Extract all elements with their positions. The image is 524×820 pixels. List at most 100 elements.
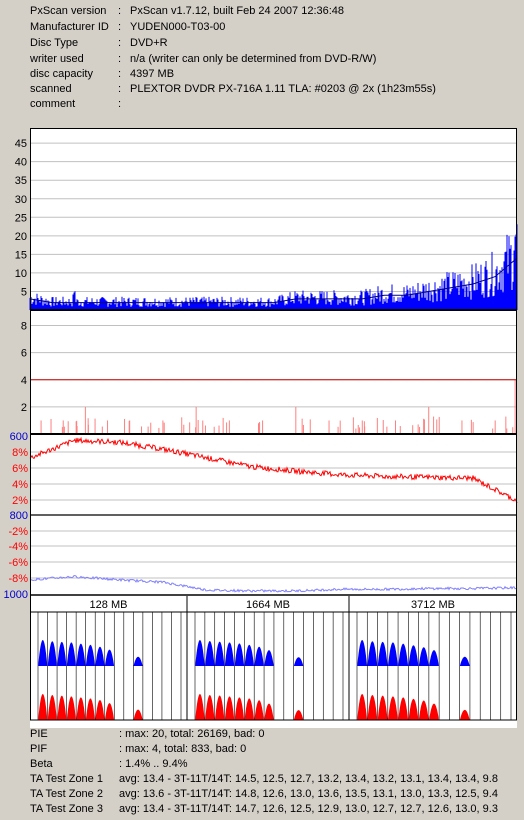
pie-y-tick-label: 25	[15, 212, 27, 224]
info-separator: :	[118, 5, 122, 17]
pif-y-tick-label: 2	[21, 402, 27, 414]
ta-red-peak	[47, 694, 57, 720]
ta-red-peak	[429, 703, 439, 720]
ta-red-peak	[264, 703, 274, 720]
ta-red-peak	[244, 698, 255, 720]
ta-red-peak	[195, 694, 205, 720]
info-label: Disc Type	[30, 37, 79, 49]
pie-y-tick-label: 10	[15, 268, 27, 280]
beta-y-tick-label: 6%	[12, 463, 28, 475]
summary-value: : max: 20, total: 26169, bad: 0	[119, 728, 265, 740]
info-value: DVD+R	[130, 37, 168, 49]
beta-y-tick-label: 4%	[12, 479, 28, 491]
pif-y-tick-label: 4	[21, 375, 27, 387]
ta-blue-peak	[293, 657, 304, 666]
ta-blue-peak	[38, 640, 48, 666]
ta-blue-peak	[85, 644, 96, 666]
ta-blue-peak	[195, 640, 205, 666]
beta-y-tick-label: -6%	[8, 557, 28, 569]
ta-red-peak	[38, 694, 48, 720]
info-value: n/a (writer can only be determined from …	[130, 53, 377, 65]
ta-red-peak	[104, 703, 115, 720]
ta-blue-peak	[367, 641, 378, 666]
pie-y-tick-label: 5	[21, 286, 27, 298]
info-separator: :	[118, 37, 122, 49]
summary-value: avg: 13.6 - 3T-11T/14T: 14.8, 12.6, 13.0…	[119, 788, 498, 800]
ta-red-peak	[205, 694, 215, 720]
info-label: comment	[30, 98, 76, 110]
pif-y-tick-label: 8	[21, 321, 27, 333]
pie-y-tick-label: 15	[15, 249, 27, 261]
info-label: PxScan version	[30, 5, 107, 17]
ta-blue-peak	[104, 649, 115, 666]
info-label: scanned	[30, 83, 72, 95]
ta-red-peak	[293, 710, 304, 720]
summary-label: TA Test Zone 2	[30, 788, 103, 800]
jitter-y-tick-label: 1000	[4, 589, 28, 601]
info-separator: :	[118, 98, 122, 110]
beta-jitter-chart: 8% 6% 4% 2% -2% -4% -6% -8% 600 800 1000	[4, 431, 518, 601]
info-value: PLEXTOR DVDR PX-716A 1.11 TLA: #0203 @ 2…	[130, 83, 436, 95]
beta-y-tick-label: -8%	[8, 573, 28, 585]
beta-y-tick-label: -4%	[8, 541, 28, 553]
chart-border	[30, 128, 517, 721]
ta-red-peak	[254, 700, 264, 720]
ta-red-peak	[66, 696, 76, 720]
pie-y-tick-label: 20	[15, 231, 27, 243]
beta-y-tick-label: 2%	[12, 495, 28, 507]
ta-red-peak	[76, 697, 86, 720]
ta-zone-label: 3712 MB	[411, 599, 455, 611]
ta-blue-peak	[408, 645, 419, 666]
ta-blue-peak	[264, 650, 274, 666]
ta-blue-peak	[388, 642, 398, 666]
pie-y-tick-label: 30	[15, 194, 27, 206]
ta-red-peak	[398, 697, 409, 720]
info-label: Manufacturer ID	[30, 21, 109, 33]
summary-value: : 1.4% .. 9.4%	[119, 758, 188, 770]
pif-y-tick-label: 6	[21, 348, 27, 360]
ta-red-peak	[367, 694, 378, 720]
ta-zones-chart: 128 MB 1664 MB 3712 MB	[30, 596, 517, 720]
summary-label: TA Test Zone 3	[30, 803, 103, 815]
beta-y-tick-label: -2%	[8, 526, 28, 538]
ta-red-peak	[234, 697, 245, 720]
summary-label: PIE	[30, 728, 48, 740]
ta-red-peak	[85, 698, 96, 720]
info-separator: :	[118, 21, 122, 33]
pie-average-line	[29, 257, 518, 304]
info-label: writer used	[30, 53, 84, 65]
info-value: YUDEN000-T03-00	[130, 21, 226, 33]
ta-blue-peak	[76, 643, 86, 666]
pif-chart: 2 4 6 8	[21, 321, 517, 434]
info-separator: :	[118, 83, 122, 95]
ta-blue-peak	[377, 641, 388, 666]
jitter-y-tick-label: 600	[10, 431, 28, 443]
ta-red-peak	[95, 700, 105, 720]
chart-background	[30, 128, 517, 728]
summary-label: TA Test Zone 1	[30, 773, 103, 785]
ta-blue-peak	[429, 650, 439, 666]
ta-red-peak	[418, 700, 429, 720]
jitter-y-tick-label: 800	[10, 510, 28, 522]
ta-zone-label: 128 MB	[90, 599, 128, 611]
pie-y-tick-label: 45	[15, 138, 27, 150]
ta-blue-peak	[66, 642, 76, 666]
beta-y-tick-label: 8%	[12, 447, 28, 459]
ta-blue-peak	[234, 643, 245, 666]
ta-red-peak	[214, 695, 225, 720]
summary-label: PIF	[30, 743, 48, 755]
ta-red-peak	[408, 698, 419, 720]
info-separator: :	[118, 53, 122, 65]
ta-red-peak	[377, 695, 388, 720]
ta-zone-label: 1664 MB	[246, 599, 290, 611]
pie-y-tick-label: 40	[15, 157, 27, 169]
ta-blue-peak	[224, 642, 235, 666]
ta-red-peak	[57, 695, 67, 720]
info-value: 4397 MB	[130, 68, 175, 80]
info-separator: :	[118, 68, 122, 80]
beta-series	[29, 436, 518, 504]
ta-blue-peak	[254, 646, 264, 666]
ta-blue-peak	[357, 640, 368, 666]
ta-red-peak	[133, 709, 143, 720]
